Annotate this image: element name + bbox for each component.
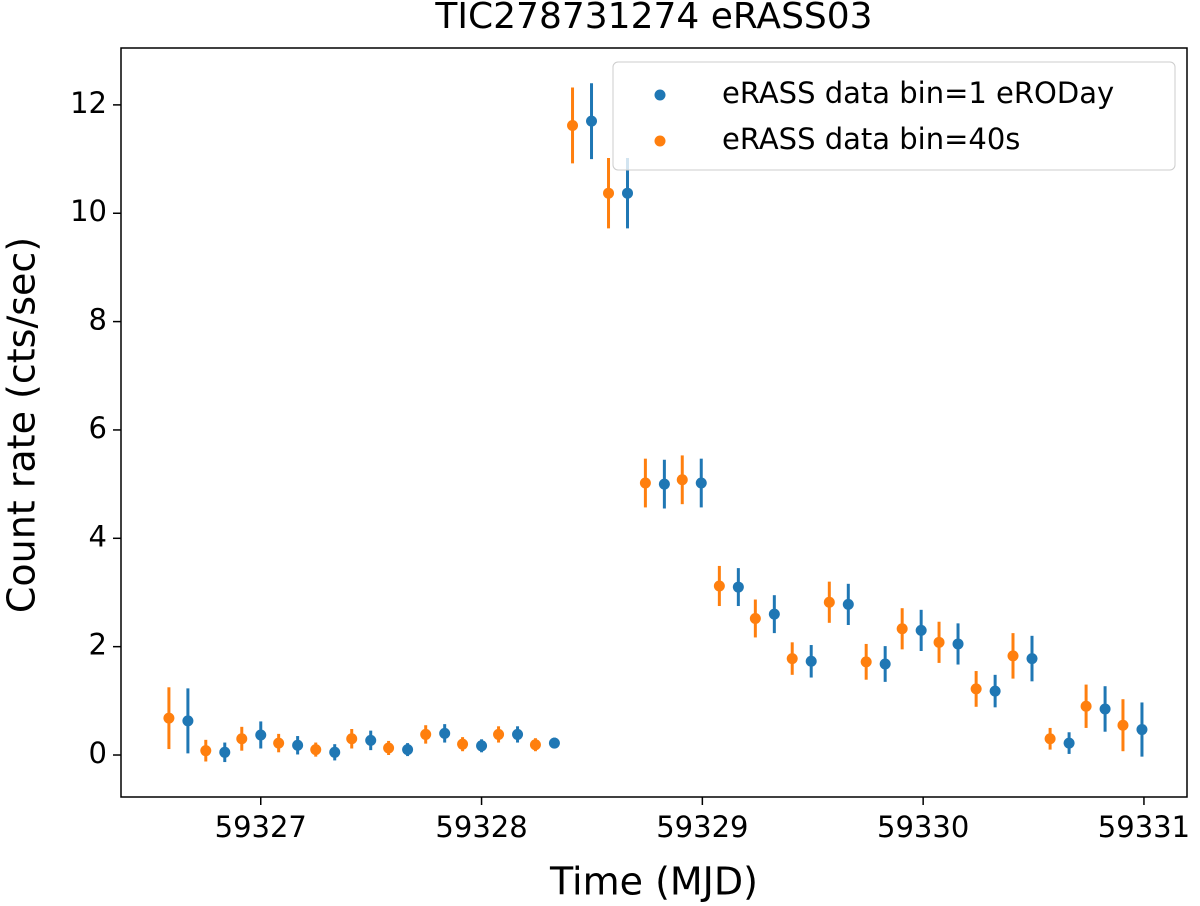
y-axis-label: Count rate (cts/sec) [0,237,44,613]
data-point [732,581,744,593]
data-point [476,740,488,752]
data-point [529,739,541,751]
data-point [493,728,505,740]
data-point [842,598,854,610]
data-point [420,728,432,740]
data-point [219,746,231,758]
data-point [255,729,267,741]
data-point [365,734,377,746]
x-tick-label: 59330 [877,810,969,844]
data-point [768,608,780,620]
data-point [695,477,707,489]
data-point [383,742,395,754]
data-point [989,685,1001,697]
data-point [1117,719,1129,731]
data-point [658,478,670,490]
data-point [548,737,560,749]
data-point [310,744,322,756]
data-point [586,115,598,127]
data-point [292,739,304,751]
data-point [860,656,872,668]
data-point [273,737,285,749]
legend-label: eRASS data bin=1 eRODay [722,76,1114,110]
data-point [439,727,451,739]
data-point [1044,733,1056,745]
y-tick-label: 2 [89,628,107,662]
data-point [639,477,651,489]
y-tick-label: 10 [70,194,107,228]
legend: eRASS data bin=1 eRODay eRASS data bin=40… [612,61,1176,171]
data-point [713,580,725,592]
data-point [163,712,175,724]
x-tick-label: 59327 [215,810,307,844]
x-tick-label: 59331 [1098,810,1190,844]
x-tick-label: 59328 [435,810,527,844]
legend-label: eRASS data bin=40s [722,122,1020,156]
x-tick-label: 59329 [656,810,748,844]
data-point [896,623,908,635]
data-point [1063,737,1075,749]
data-point [200,745,212,757]
legend-box [612,61,1176,171]
data-point [603,187,615,199]
data-point [457,738,469,750]
y-tick-label: 8 [89,303,107,337]
data-point [1099,703,1111,715]
data-point [786,653,798,665]
data-point [567,119,579,131]
data-point [1080,700,1092,712]
x-axis-label: Time (MJD) [549,860,758,904]
data-point [933,636,945,648]
data-point [879,658,891,670]
data-point [182,715,194,727]
data-point [952,638,964,650]
y-tick-label: 12 [70,86,107,120]
data-point [915,624,927,636]
data-point [622,187,634,199]
y-tick-label: 6 [89,411,107,445]
data-point [1026,653,1038,665]
data-point [346,733,358,745]
data-point [805,655,817,667]
legend-marker [654,89,666,101]
chart-title: TIC278731274 eRASS03 [434,0,872,37]
data-point [1136,724,1148,736]
y-tick-label: 0 [89,736,107,770]
data-point [970,683,982,695]
data-point [676,474,688,486]
legend-marker [654,135,666,147]
data-point [749,612,761,624]
data-point [329,746,341,758]
data-point [512,728,524,740]
data-point [823,596,835,608]
data-point [1007,650,1019,662]
y-tick-label: 4 [89,519,107,553]
plot-frame [120,47,1188,798]
data-point [236,733,248,745]
data-point [402,744,414,756]
